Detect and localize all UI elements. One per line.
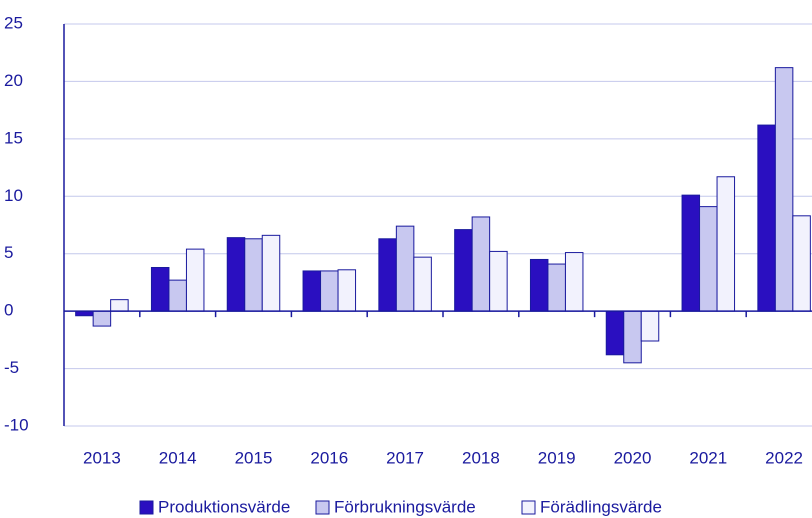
bar [471, 216, 491, 312]
bar [699, 206, 718, 312]
bar [244, 238, 263, 312]
bar [395, 225, 415, 312]
bar [226, 237, 246, 312]
y-tick-label: 10 [4, 186, 23, 205]
bar [547, 263, 566, 312]
bar [716, 176, 736, 312]
bar [168, 279, 187, 312]
bar [605, 310, 625, 356]
bar [320, 270, 339, 312]
y-tick-label: 25 [4, 13, 23, 32]
bar [564, 252, 584, 312]
bar [261, 234, 281, 312]
bar [454, 229, 473, 312]
bar [110, 299, 129, 312]
bar [623, 310, 642, 364]
x-tick-label: 2017 [386, 448, 424, 467]
x-tick-label: 2019 [538, 448, 576, 467]
legend-label: Förädlingsvärde [540, 497, 662, 516]
y-tick-label: 5 [4, 243, 13, 262]
x-tick-label: 2018 [462, 448, 500, 467]
bar [757, 124, 776, 312]
legend-swatch [521, 500, 536, 515]
x-tick-label: 2014 [159, 448, 197, 467]
bar [640, 310, 660, 342]
bar [792, 215, 811, 312]
y-tick-label: 20 [4, 71, 23, 90]
y-tick-label: 0 [4, 301, 13, 320]
bar [150, 266, 170, 312]
x-tick-label: 2015 [235, 448, 273, 467]
x-tick-label: 2021 [689, 448, 727, 467]
bar [529, 258, 549, 312]
bar [302, 270, 322, 312]
legend-label: Förbrukningsvärde [334, 497, 476, 516]
bar [489, 250, 508, 312]
x-tick-label: 2013 [83, 448, 121, 467]
legend-swatch [139, 500, 154, 515]
x-tick-label: 2022 [765, 448, 803, 467]
bar [378, 238, 397, 312]
bar [185, 248, 205, 312]
legend-label: Produktionsvärde [158, 497, 290, 516]
bar [681, 194, 701, 312]
y-tick-label: -10 [4, 415, 29, 434]
legend-swatch [315, 500, 330, 515]
bar [92, 310, 112, 327]
y-tick-label: -5 [4, 358, 19, 377]
bar [337, 269, 357, 312]
x-tick-label: 2020 [614, 448, 652, 467]
bar [774, 67, 794, 312]
y-tick-label: 15 [4, 128, 23, 147]
x-tick-label: 2016 [310, 448, 348, 467]
bar [413, 256, 432, 312]
